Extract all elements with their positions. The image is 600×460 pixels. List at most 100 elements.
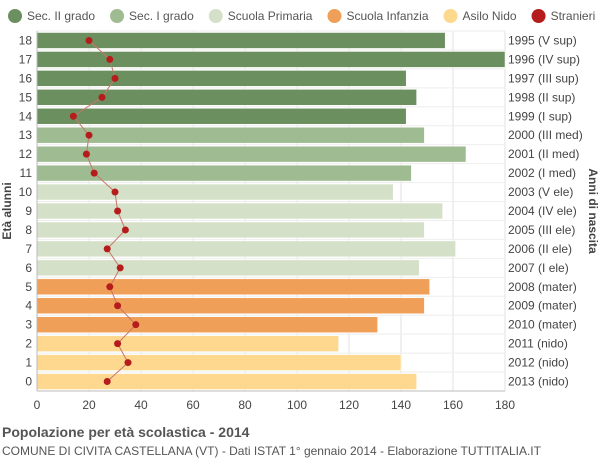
birth-year-label: 2006 (II ele) [508, 242, 572, 256]
age-tick-label: 14 [19, 109, 33, 123]
birth-year-label: 2011 (nido) [508, 337, 568, 351]
stranieri-point-age-7 [103, 245, 111, 253]
bar-age-16 [36, 70, 407, 87]
age-tick-label: 11 [20, 166, 33, 180]
legend-swatch-1 [110, 9, 125, 23]
legend-swatch-2 [208, 9, 223, 23]
birth-year-label: 2001 (II med) [508, 147, 579, 161]
stranieri-point-age-11 [90, 169, 98, 177]
legend-label-2: Scuola Primaria [228, 9, 313, 23]
bar-age-8 [36, 221, 425, 239]
stranieri-point-age-9 [114, 207, 122, 215]
age-tick-label: 7 [25, 242, 32, 256]
stranieri-point-age-0 [103, 378, 111, 386]
y-axis-title-right: Anni di nascita [586, 168, 600, 254]
birth-year-label: 2003 (V ele) [508, 185, 573, 199]
bar-age-4 [36, 297, 425, 314]
age-tick-label: 13 [19, 128, 33, 142]
bar-age-0 [36, 373, 417, 390]
age-tick-label: 6 [25, 261, 32, 275]
x-tick-label: 80 [238, 398, 252, 412]
age-tick-label: 17 [19, 52, 33, 66]
bar-age-12 [36, 145, 467, 163]
bar-age-18 [36, 32, 446, 49]
stranieri-point-age-16 [111, 74, 119, 82]
legend-label-5: Stranieri [551, 9, 596, 23]
legend-swatch-3 [327, 9, 342, 23]
stranieri-point-age-10 [111, 188, 119, 196]
x-tick-label: 0 [34, 398, 41, 412]
stranieri-point-age-12 [82, 150, 90, 158]
legend-label-3: Scuola Infanzia [346, 9, 428, 23]
bar-age-5 [36, 278, 430, 295]
bar-age-3 [36, 316, 378, 333]
birth-year-label: 2009 (mater) [508, 299, 577, 313]
legend-label-0: Sec. II grado [27, 9, 95, 23]
birth-year-label: 1997 (III sup) [508, 71, 579, 85]
x-tick-label: 160 [443, 398, 463, 412]
legend-swatch-0 [8, 9, 22, 23]
age-tick-label: 4 [25, 299, 32, 313]
birth-year-label: 2000 (III med) [508, 128, 583, 142]
birth-year-label: 2010 (mater) [508, 318, 577, 332]
birth-year-label: 1998 (II sup) [508, 90, 575, 104]
stranieri-point-age-1 [124, 359, 132, 367]
age-tick-label: 15 [19, 90, 33, 104]
age-tick-label: 9 [25, 204, 32, 218]
stranieri-point-age-17 [106, 55, 114, 63]
stranieri-point-age-5 [106, 283, 114, 291]
legend-swatch-5 [531, 9, 546, 23]
x-tick-label: 120 [339, 398, 359, 412]
stranieri-point-age-2 [114, 340, 122, 348]
birth-year-label: 2005 (III ele) [508, 223, 575, 237]
stranieri-point-age-6 [116, 264, 124, 272]
x-tick-label: 40 [134, 398, 148, 412]
chart-title: Popolazione per età scolastica - 2014 [2, 424, 250, 440]
age-tick-label: 5 [25, 280, 32, 294]
birth-year-label: 2008 (mater) [508, 280, 577, 294]
bar-age-10 [36, 183, 394, 201]
birth-year-label: 2007 (I ele) [508, 261, 569, 275]
stranieri-point-age-13 [85, 131, 93, 139]
bar-age-9 [36, 202, 443, 220]
age-tick-label: 12 [19, 147, 33, 161]
age-tick-label: 2 [25, 337, 32, 351]
age-tick-label: 10 [19, 185, 33, 199]
x-tick-label: 60 [186, 398, 200, 412]
x-tick-label: 20 [82, 398, 96, 412]
bar-age-2 [36, 335, 339, 352]
stranieri-point-age-4 [114, 302, 122, 310]
birth-year-label: 1995 (V sup) [508, 33, 577, 47]
legend-label-1: Sec. I grado [129, 9, 194, 23]
stranieri-point-age-15 [98, 93, 106, 101]
bar-age-6 [36, 259, 420, 277]
age-tick-label: 16 [19, 71, 33, 85]
birth-year-label: 2004 (IV ele) [508, 204, 577, 218]
stranieri-point-age-14 [69, 112, 77, 120]
age-tick-label: 0 [25, 375, 32, 389]
age-tick-label: 1 [25, 356, 32, 370]
age-tick-label: 3 [25, 318, 32, 332]
bar-age-1 [36, 354, 402, 371]
birth-year-label: 2013 (nido) [508, 375, 569, 389]
stranieri-point-age-3 [132, 321, 140, 329]
legend-label-4: Asilo Nido [463, 9, 517, 23]
birth-year-label: 2012 (nido) [508, 356, 569, 370]
birth-year-label: 1996 (IV sup) [508, 52, 580, 66]
age-tick-label: 8 [25, 223, 32, 237]
y-axis-title-left: Età alunni [0, 182, 14, 239]
bar-age-14 [36, 108, 407, 125]
x-tick-label: 140 [391, 398, 411, 412]
birth-year-label: 2002 (I med) [508, 166, 576, 180]
bar-age-7 [36, 240, 456, 258]
x-tick-label: 100 [287, 398, 307, 412]
age-tick-label: 18 [19, 33, 33, 47]
x-tick-label: 180 [495, 398, 515, 412]
bar-age-13 [36, 127, 425, 144]
stranieri-point-age-8 [121, 226, 129, 234]
legend-swatch-4 [443, 9, 458, 23]
stranieri-point-age-18 [85, 36, 93, 44]
birth-year-label: 1999 (I sup) [508, 109, 572, 123]
chart-subtitle: COMUNE DI CIVITA CASTELLANA (VT) - Dati … [2, 444, 541, 458]
